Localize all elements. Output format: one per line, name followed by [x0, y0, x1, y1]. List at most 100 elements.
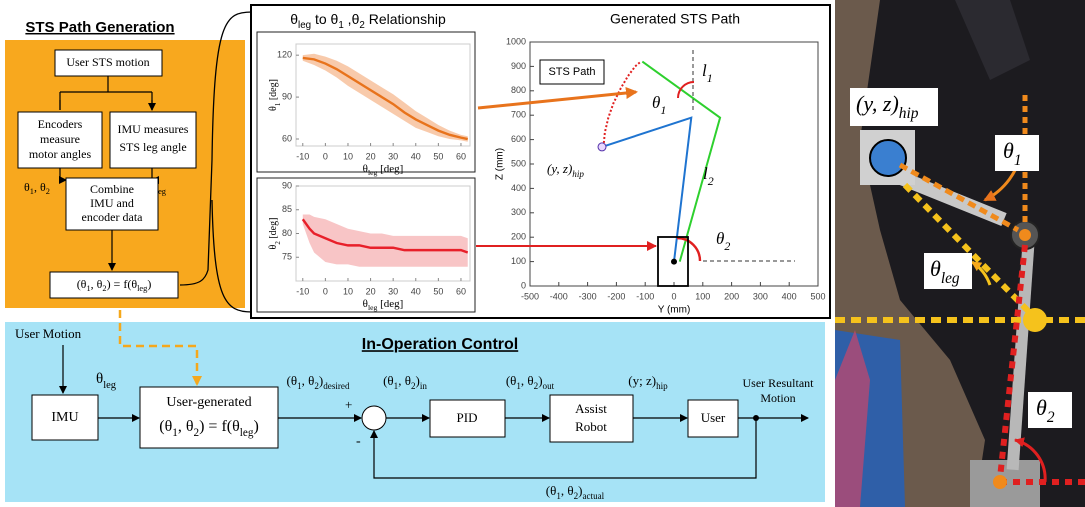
x-tick-label: -10 — [296, 151, 309, 161]
subscript: 1 — [1014, 152, 1022, 169]
text-part: ) = f(θ — [199, 418, 240, 435]
y-tick-label: 120 — [277, 50, 292, 60]
y-tick-label: 200 — [511, 232, 526, 242]
knee-marker — [1019, 229, 1031, 241]
text-part: [deg] — [268, 218, 279, 242]
text-part: [deg] — [268, 79, 279, 103]
y-tick-label: 75 — [282, 252, 292, 262]
x-tick-label: 300 — [753, 291, 768, 301]
x-tick-label: -10 — [296, 286, 309, 296]
subscript: hip — [572, 169, 584, 179]
text-part: ) = f(θ — [107, 277, 138, 291]
orange-panel — [5, 40, 245, 308]
x-axis-label: Y (mm) — [658, 305, 691, 316]
in-operation-control: In-Operation Control User Motion IMU θle… — [5, 310, 825, 502]
x-tick-label: -200 — [607, 291, 625, 301]
text-part: (θ — [383, 373, 394, 388]
signal-label: Motion — [760, 391, 795, 405]
subscript: leg — [368, 303, 378, 312]
text-part: θ — [652, 93, 660, 112]
ankle-point — [671, 259, 677, 265]
legend-label: STS Path — [548, 66, 595, 78]
text-part: [deg] — [377, 163, 403, 175]
node-label: motor angles — [29, 147, 92, 161]
x-tick-label: 30 — [388, 151, 398, 161]
subscript: leg — [298, 20, 311, 31]
x-tick-label: 100 — [695, 291, 710, 301]
text-part: , θ — [398, 373, 411, 388]
figure: STS Path Generation User STS motion Enco… — [0, 0, 1085, 507]
x-tick-label: 40 — [411, 151, 421, 161]
x-tick-label: 30 — [388, 286, 398, 296]
x-tick-label: 20 — [366, 286, 376, 296]
y-tick-label: 900 — [511, 61, 526, 71]
x-tick-label: 50 — [433, 286, 443, 296]
section-title: STS Path Generation — [25, 19, 174, 36]
text-part: θ — [1003, 138, 1014, 163]
text-part: θ — [1036, 395, 1047, 420]
subscript: 2 — [46, 187, 50, 196]
text-part: , θ — [91, 277, 103, 291]
text-part: Relationship — [365, 11, 446, 27]
text-part: θ — [290, 11, 298, 27]
node-label: Robot — [575, 419, 607, 434]
text-part: (y, z) — [856, 91, 899, 116]
text-part: [deg] — [377, 298, 403, 310]
text-part: , θ — [178, 418, 194, 435]
node-label: User — [701, 410, 726, 425]
summing-junction — [362, 406, 386, 430]
subscript: leg — [368, 168, 378, 177]
subscript: in — [420, 381, 428, 391]
sts-path-generation: STS Path Generation User STS motion Enco… — [5, 12, 252, 312]
signal-label: User Resultant — [743, 376, 815, 390]
hip-marker — [870, 140, 906, 176]
node-label: User STS motion — [66, 55, 149, 69]
node-label: IMU and — [90, 196, 134, 210]
y-tick-label: 600 — [511, 134, 526, 144]
subscript: out — [543, 381, 555, 391]
y-tick-label: 300 — [511, 207, 526, 217]
x-tick-label: 60 — [456, 151, 466, 161]
x-tick-label: 50 — [433, 151, 443, 161]
x-tick-label: -400 — [550, 291, 568, 301]
text-part: ) — [147, 277, 151, 291]
subscript: 2 — [708, 174, 714, 188]
y-tick-label: 500 — [511, 158, 526, 168]
node-label: IMU — [51, 410, 78, 425]
x-tick-label: 400 — [782, 291, 797, 301]
x-tick-label: -300 — [579, 291, 597, 301]
subscript: 1 — [707, 71, 713, 85]
x-tick-label: 500 — [810, 291, 825, 301]
text-part: ,θ — [344, 11, 360, 27]
x-tick-label: 0 — [671, 291, 676, 301]
section-title: In-Operation Control — [362, 336, 518, 353]
text-part: to θ — [311, 11, 338, 27]
y-tick-label: 700 — [511, 110, 526, 120]
subscript: 1 — [660, 103, 666, 117]
subscript: desired — [323, 381, 350, 391]
subscript: leg — [941, 270, 960, 287]
photo: (y, z)hip θ1 θleg θ2 — [835, 0, 1085, 507]
text-part: (θ — [159, 418, 172, 435]
y-tick-label: 100 — [511, 256, 526, 266]
x-tick-label: -500 — [521, 291, 539, 301]
text-part: (θ — [546, 483, 557, 498]
text-part: (θ — [77, 277, 87, 291]
x-tick-label: 20 — [366, 151, 376, 161]
x-tick-label: 200 — [724, 291, 739, 301]
y-axis-label: Z (mm) — [495, 148, 506, 180]
x-tick-label: 60 — [456, 286, 466, 296]
text-part: (θ — [506, 373, 517, 388]
y-tick-label: 90 — [282, 91, 292, 101]
text-part: θ — [96, 371, 103, 387]
node-label: Combine — [90, 182, 134, 196]
text-part: , θ — [561, 483, 574, 498]
x-tick-label: -100 — [636, 291, 654, 301]
x-tick-label: 0 — [323, 286, 328, 296]
panel-title: Generated STS Path — [610, 11, 740, 27]
text-part: , θ — [34, 180, 46, 194]
text-part: (y, z) — [547, 161, 572, 176]
node-label: Encoders — [38, 117, 83, 131]
subscript: hip — [656, 381, 668, 391]
node-label: PID — [457, 410, 478, 425]
